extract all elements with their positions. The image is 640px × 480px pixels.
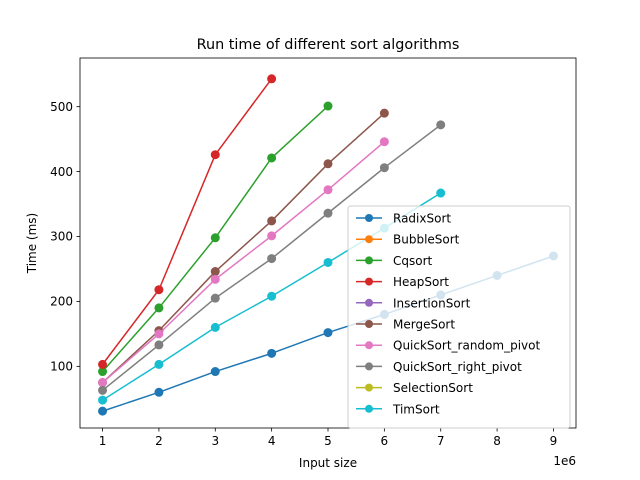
y-tick-label: 300	[50, 230, 73, 244]
data-point-quicksort-right-pivot	[323, 208, 333, 218]
legend: RadixSort BubbleSort Cqsort HeapSort Inserti…	[347, 205, 571, 429]
data-point-cqsort	[267, 153, 277, 163]
data-point-timsort	[98, 395, 108, 405]
y-axis: 100 200 300 400 500	[50, 100, 80, 374]
data-point-timsort	[267, 291, 277, 301]
x-tick-label: 9	[550, 434, 558, 448]
x-axis-offset-label: 1e6	[553, 454, 576, 468]
data-point-quicksort-random-pivot	[210, 274, 220, 284]
legend-marker-cqsort	[365, 256, 373, 265]
legend-label-quicksort-right-pivot: QuickSort_right_pivot	[393, 360, 522, 374]
legend-marker-radixsort	[365, 214, 373, 222]
data-point-quicksort-right-pivot	[436, 120, 446, 130]
data-point-quicksort-right-pivot	[267, 254, 277, 264]
data-point-heapsort	[154, 285, 164, 295]
data-point-quicksort-random-pivot	[379, 137, 389, 147]
x-tick-label: 4	[268, 434, 276, 448]
y-tick-label: 400	[50, 165, 73, 179]
x-tick-label: 5	[324, 434, 332, 448]
y-tick-label: 200	[50, 295, 73, 309]
x-tick-label: 7	[437, 434, 445, 448]
legend-marker-quicksort-random-pivot	[365, 341, 373, 350]
data-point-radixsort	[323, 328, 333, 338]
legend-label-mergesort: MergeSort	[393, 318, 455, 332]
y-axis-label: Time (ms)	[25, 213, 39, 275]
data-point-cqsort	[210, 233, 220, 243]
legend-label-quicksort-random-pivot: QuickSort_random_pivot	[393, 339, 540, 353]
data-point-quicksort-right-pivot	[379, 163, 389, 173]
x-axis-label: Input size	[299, 456, 357, 470]
series-line-heapsort	[101, 78, 273, 365]
y-tick-label: 500	[50, 100, 73, 114]
data-point-cqsort	[323, 101, 333, 111]
legend-marker-mergesort	[365, 320, 373, 328]
x-tick-label: 3	[211, 434, 219, 448]
y-tick-label: 100	[50, 360, 73, 374]
data-point-radixsort	[267, 348, 277, 358]
data-point-cqsort	[154, 303, 164, 313]
data-point-quicksort-random-pivot	[98, 378, 108, 388]
series-line-quicksort-random-pivot	[102, 141, 385, 384]
data-point-quicksort-right-pivot	[210, 293, 220, 303]
legend-label-selectionsort: SelectionSort	[393, 381, 473, 395]
legend-label-insertionsort: InsertionSort	[393, 296, 471, 310]
legend-box	[347, 205, 571, 429]
data-point-mergesort	[379, 108, 389, 118]
data-point-timsort	[210, 322, 220, 332]
data-point-mergesort	[267, 216, 277, 226]
series-line-mergesort	[102, 112, 385, 384]
legend-label-timsort: TimSort	[392, 402, 440, 416]
x-tick-label: 1	[99, 434, 107, 448]
data-point-radixsort	[154, 387, 164, 397]
data-point-radixsort	[210, 367, 220, 377]
legend-marker-heapsort	[365, 277, 373, 286]
legend-marker-quicksort-right-pivot	[365, 362, 373, 371]
data-point-mergesort	[210, 267, 220, 277]
data-point-quicksort-random-pivot	[154, 329, 164, 339]
chart-title: Run time of different sort algorithms	[197, 37, 460, 53]
legend-label-cqsort: Cqsort	[393, 254, 433, 268]
data-point-quicksort-right-pivot	[98, 385, 108, 395]
data-point-mergesort	[323, 159, 333, 169]
legend-label-heapsort: HeapSort	[393, 275, 449, 289]
data-point-heapsort	[98, 359, 108, 369]
data-point-timsort	[323, 257, 333, 267]
x-axis: 1 2 3 4 5 6 7 8 9	[99, 428, 558, 448]
legend-label-bubblesort: BubbleSort	[393, 233, 460, 247]
legend-marker-selectionsort	[365, 383, 373, 392]
legend-marker-timsort	[365, 404, 373, 413]
data-point-quicksort-random-pivot	[323, 185, 333, 195]
legend-label-radixsort: RadixSort	[393, 212, 451, 226]
legend-marker-insertionsort	[365, 298, 373, 307]
data-point-timsort	[154, 359, 164, 369]
x-tick-label: 8	[493, 434, 501, 448]
legend-marker-bubblesort	[365, 235, 373, 244]
data-point-radixsort	[98, 406, 108, 416]
data-point-quicksort-random-pivot	[267, 231, 277, 241]
data-point-quicksort-right-pivot	[154, 340, 164, 350]
data-point-timsort	[436, 188, 446, 198]
x-tick-label: 6	[381, 434, 389, 448]
x-tick-label: 2	[155, 434, 163, 448]
data-point-heapsort	[210, 150, 220, 160]
data-point-heapsort	[267, 74, 277, 84]
